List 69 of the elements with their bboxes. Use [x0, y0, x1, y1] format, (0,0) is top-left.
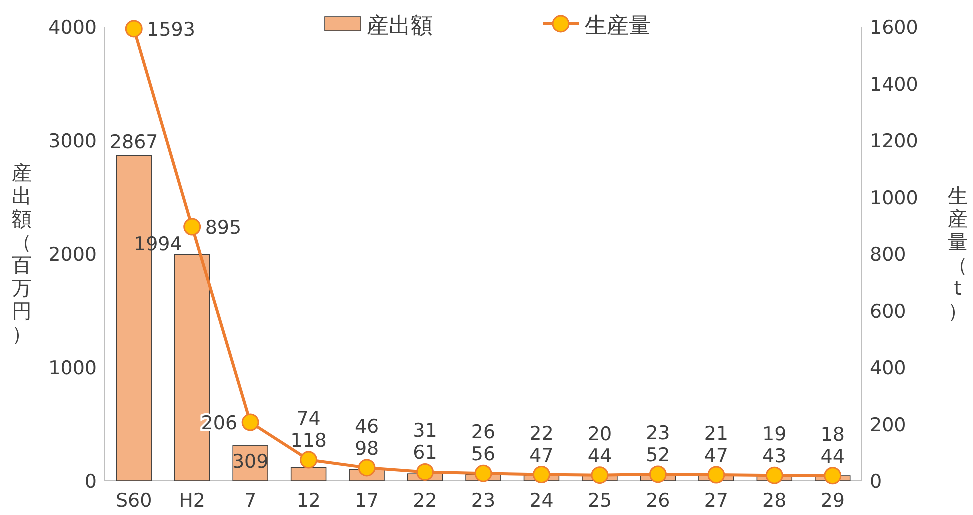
data-label: 43	[762, 446, 787, 468]
data-label: 2867	[110, 132, 158, 154]
data-label: 47	[704, 445, 729, 468]
data-label: 118	[290, 430, 327, 452]
point	[766, 466, 784, 484]
y2-tick-label: 600	[870, 300, 906, 323]
x-tick-label: 29	[820, 490, 845, 512]
point	[532, 466, 550, 484]
x-tick-label: 28	[762, 490, 787, 512]
x-tick-label: 26	[646, 490, 670, 512]
point	[708, 466, 726, 484]
y-tick-label: 3000	[48, 130, 97, 152]
data-label: 61	[413, 442, 438, 464]
data-label: 309	[232, 450, 269, 473]
x-tick-label: H2	[179, 490, 206, 512]
y2-tick-label: 1200	[870, 130, 918, 152]
data-label: 23	[646, 422, 670, 444]
point	[416, 463, 434, 481]
data-label: 52	[646, 444, 670, 466]
x-tick-label: S60	[116, 490, 152, 512]
data-label: 44	[588, 445, 612, 468]
y-tick-label: 0	[84, 471, 97, 493]
y-axis-title: 産出額（百万円）	[12, 161, 32, 346]
data-label: 26	[471, 422, 496, 444]
y2-axis-title: 生産量（t）	[948, 184, 968, 323]
y-tick-label: 2000	[48, 244, 97, 266]
bar	[290, 467, 327, 482]
point	[824, 467, 842, 485]
y-tick-label: 4000	[48, 17, 97, 39]
data-label: 22	[530, 422, 554, 445]
x-tick-label: 17	[354, 490, 380, 512]
y2-tick-label: 400	[870, 358, 906, 380]
data-label: 47	[530, 444, 554, 467]
data-label: 31	[413, 420, 438, 442]
point	[474, 464, 492, 482]
data-label: 895	[205, 217, 242, 240]
x-tick-label: 23	[471, 490, 496, 512]
data-label: 56	[471, 444, 496, 466]
data-label: 98	[354, 438, 380, 460]
data-label: 74	[296, 408, 321, 430]
data-label: 20	[588, 423, 612, 446]
y-tick-label: 1000	[48, 358, 97, 380]
data-label: 19	[762, 424, 787, 446]
point	[591, 466, 609, 484]
x-tick-label: 24	[530, 490, 554, 512]
data-label: 1593	[147, 18, 196, 41]
point	[125, 20, 143, 38]
data-label: 46	[354, 416, 380, 438]
point	[649, 466, 667, 484]
x-tick-label: 22	[413, 490, 438, 512]
x-tick-label: 12	[296, 490, 321, 512]
data-label: 21	[704, 423, 729, 446]
point	[184, 218, 202, 236]
legend-label: 産出額	[367, 14, 433, 39]
x-tick-label: 7	[244, 490, 257, 512]
legend-label: 生産量	[585, 14, 651, 39]
x-tick-label: 25	[588, 490, 612, 512]
y2-tick-label: 0	[870, 471, 882, 493]
y2-tick-label: 1600	[870, 17, 918, 39]
point	[300, 451, 318, 469]
y2-tick-label: 1400	[870, 74, 918, 96]
point	[358, 459, 376, 477]
y2-tick-label: 200	[870, 414, 906, 436]
y2-tick-label: 1000	[870, 187, 918, 210]
x-tick-label: 27	[704, 490, 729, 512]
y2-tick-label: 800	[870, 244, 906, 266]
data-label: 44	[820, 446, 845, 468]
data-label: 18	[820, 424, 845, 446]
point	[242, 414, 260, 432]
